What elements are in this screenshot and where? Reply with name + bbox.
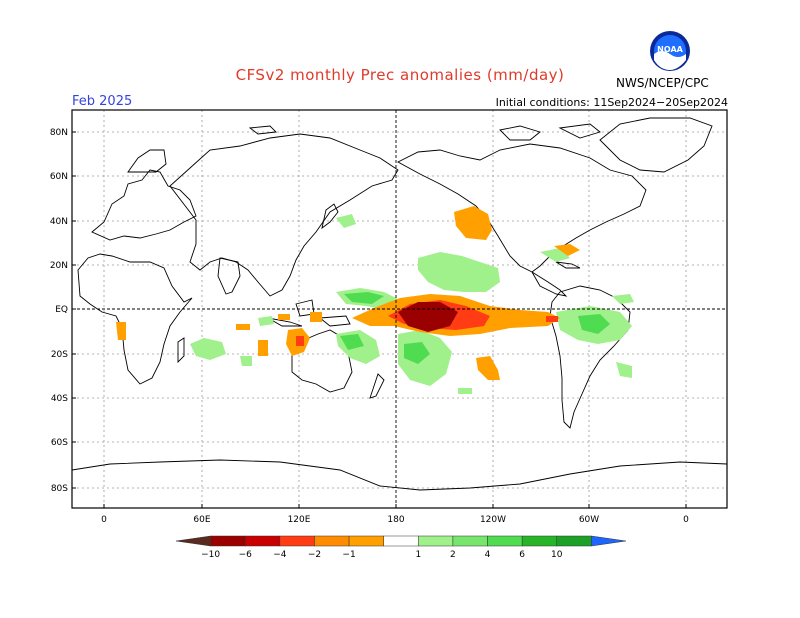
coastlines [72,117,727,491]
colorbar-label: −6 [239,550,253,560]
anomaly-shading [116,206,634,394]
lat-tick-label: 40S [51,394,68,404]
longitude-labels: 0 60E 120E 180 120W 60W 0 [101,504,689,525]
lon-tick-label: 120W [480,515,506,525]
latitude-labels: 80N 60N 40N 20N EQ 20S 40S 60S 80S [50,128,76,494]
lat-tick-label: 20S [51,350,68,360]
colorbar-swatch [383,535,419,547]
colorbar-label: −4 [273,550,287,560]
colorbar-swatch [279,535,315,547]
lon-tick-label: 120E [288,515,311,525]
wet-moderate-regions [340,292,610,364]
chart-title: CFSv2 monthly Prec anomalies (mm/day) [235,66,565,84]
logo-text: NOAA [657,45,683,54]
lat-tick-label: 40N [50,217,68,227]
colorbar-swatch [314,535,350,547]
agency-label: NWS/NCEP/CPC [616,76,709,90]
colorbar-swatch [487,535,523,547]
colorbar-swatch [452,535,488,547]
colorbar-label: 4 [485,550,491,560]
colorbar: −10 −6 −4 −2 −1 1 2 4 6 10 [175,535,627,560]
colorbar-swatch [418,535,454,547]
colorbar-label: 2 [450,550,456,560]
colorbar-swatch [348,535,384,547]
lon-tick-label: 180 [387,515,404,525]
noaa-logo-icon: NOAA [649,30,691,72]
colorbar-label: 6 [519,550,525,560]
lat-tick-label: 80N [50,128,68,138]
colorbar-label: −10 [201,550,220,560]
valid-month: Feb 2025 [72,94,133,109]
colorbar-swatch [244,535,281,547]
lat-tick-label: 60N [50,172,68,182]
lat-tick-label: EQ [55,305,68,315]
lat-tick-label: 20N [50,261,68,271]
lon-tick-label: 60W [579,515,599,525]
colorbar-swatch [175,535,211,547]
colorbar-label: 10 [551,550,563,560]
initial-conditions: Initial conditions: 11Sep2024−20Sep2024 [495,96,728,109]
lat-tick-label: 80S [51,484,68,494]
colorbar-swatch [556,535,592,547]
lon-tick-label: 0 [683,515,689,525]
lon-tick-label: 60E [193,515,210,525]
colorbar-label: −2 [308,550,321,560]
graticule [72,110,727,508]
colorbar-swatch [210,535,246,547]
dry-strong-regions [398,302,458,332]
colorbar-label: −1 [342,550,355,560]
colorbar-swatch [591,535,627,547]
colorbar-swatch [521,535,558,547]
lat-tick-label: 60S [51,438,68,448]
lon-tick-label: 0 [101,515,107,525]
colorbar-label: 1 [415,550,421,560]
